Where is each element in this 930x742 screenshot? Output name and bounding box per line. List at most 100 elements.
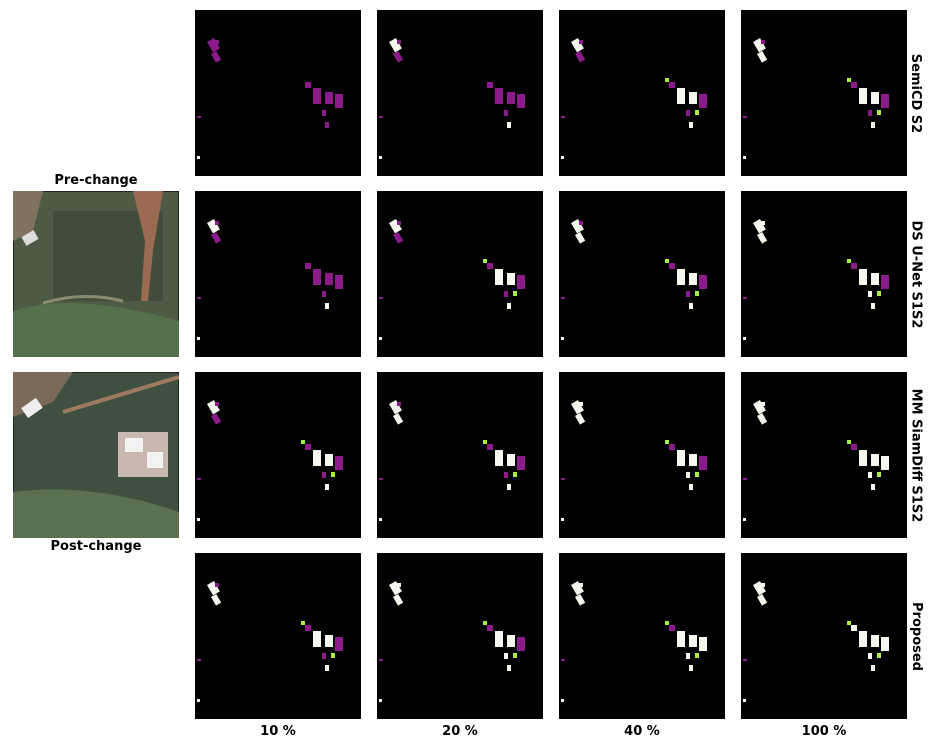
change-blob <box>871 484 875 490</box>
change-blob <box>761 583 765 587</box>
change-blob <box>669 444 675 450</box>
prediction-panel <box>741 10 907 176</box>
change-blob <box>665 78 669 82</box>
change-blob <box>325 665 329 671</box>
change-blob <box>561 659 565 661</box>
change-blob <box>305 625 311 631</box>
change-blob <box>197 297 201 299</box>
change-blob <box>677 450 685 466</box>
prediction-panel <box>377 372 543 538</box>
change-blob <box>877 110 881 115</box>
change-blob <box>325 484 329 490</box>
change-blob <box>579 583 583 587</box>
change-blob <box>871 273 879 285</box>
change-blob <box>689 92 697 104</box>
panel-background <box>195 372 361 538</box>
change-blob <box>504 291 508 297</box>
change-blob <box>699 456 707 470</box>
change-blob <box>335 275 343 289</box>
prediction-panel <box>559 191 725 357</box>
change-blob <box>695 110 699 115</box>
change-blob <box>743 297 747 299</box>
change-blob <box>579 40 583 44</box>
panel-background <box>559 10 725 176</box>
change-blob <box>507 665 511 671</box>
change-blob <box>669 625 675 631</box>
change-blob <box>877 653 881 658</box>
change-blob <box>322 472 326 478</box>
change-blob <box>851 82 857 88</box>
prediction-panel <box>195 10 361 176</box>
pre-label: Pre-change <box>13 173 179 188</box>
change-blob <box>743 699 746 702</box>
change-blob <box>665 259 669 263</box>
change-blob <box>743 518 746 521</box>
change-blob <box>215 221 219 225</box>
change-blob <box>859 631 867 647</box>
change-blob <box>301 440 305 444</box>
change-blob <box>689 273 697 285</box>
change-blob <box>695 291 699 296</box>
change-blob <box>877 291 881 296</box>
change-blob <box>197 116 201 118</box>
change-blob <box>305 444 311 450</box>
change-blob <box>379 337 382 340</box>
change-blob <box>397 40 401 44</box>
change-blob <box>197 518 200 521</box>
change-blob <box>483 440 487 444</box>
change-blob <box>677 269 685 285</box>
panel-background <box>195 10 361 176</box>
change-blob <box>507 454 515 466</box>
panel-background <box>741 372 907 538</box>
change-blob <box>483 259 487 263</box>
change-blob <box>699 275 707 289</box>
change-blob <box>881 456 889 470</box>
change-blob <box>686 291 690 297</box>
change-blob <box>871 635 879 647</box>
change-blob <box>197 156 200 159</box>
change-blob <box>487 625 493 631</box>
change-blob <box>215 583 219 587</box>
change-blob <box>397 583 401 587</box>
row-label-text: DS U-Net S1S2 <box>909 220 924 328</box>
change-blob <box>689 122 693 128</box>
change-blob <box>859 450 867 466</box>
change-blob <box>322 291 326 297</box>
change-blob <box>851 263 857 269</box>
change-blob <box>322 110 326 116</box>
change-blob <box>868 472 872 478</box>
change-blob <box>871 454 879 466</box>
row-label: SemiCD S2 <box>904 10 928 176</box>
change-blob <box>301 621 305 625</box>
change-blob <box>579 221 583 225</box>
change-blob <box>331 472 335 477</box>
change-blob <box>561 116 565 118</box>
change-blob <box>517 275 525 289</box>
panel-background <box>195 191 361 357</box>
change-blob <box>322 653 326 659</box>
change-blob <box>487 82 493 88</box>
change-blob <box>689 454 697 466</box>
change-blob <box>847 259 851 263</box>
change-blob <box>743 156 746 159</box>
panel-background <box>377 191 543 357</box>
column-label: 100 % <box>741 724 907 739</box>
change-blob <box>325 635 333 647</box>
change-blob <box>495 450 503 466</box>
change-blob <box>686 110 690 116</box>
change-blob <box>743 337 746 340</box>
change-blob <box>305 82 311 88</box>
change-blob <box>504 472 508 478</box>
row-label-text: SemiCD S2 <box>909 53 924 132</box>
change-blob <box>507 122 511 128</box>
change-blob <box>313 631 321 647</box>
change-blob <box>699 94 707 108</box>
row-label: MM SiamDiff S1S2 <box>904 372 928 538</box>
change-blob <box>483 621 487 625</box>
column-label: 20 % <box>377 724 543 739</box>
panel-background <box>741 10 907 176</box>
change-blob <box>881 637 889 651</box>
change-blob <box>197 699 200 702</box>
prediction-panel <box>741 553 907 719</box>
change-blob <box>507 273 515 285</box>
